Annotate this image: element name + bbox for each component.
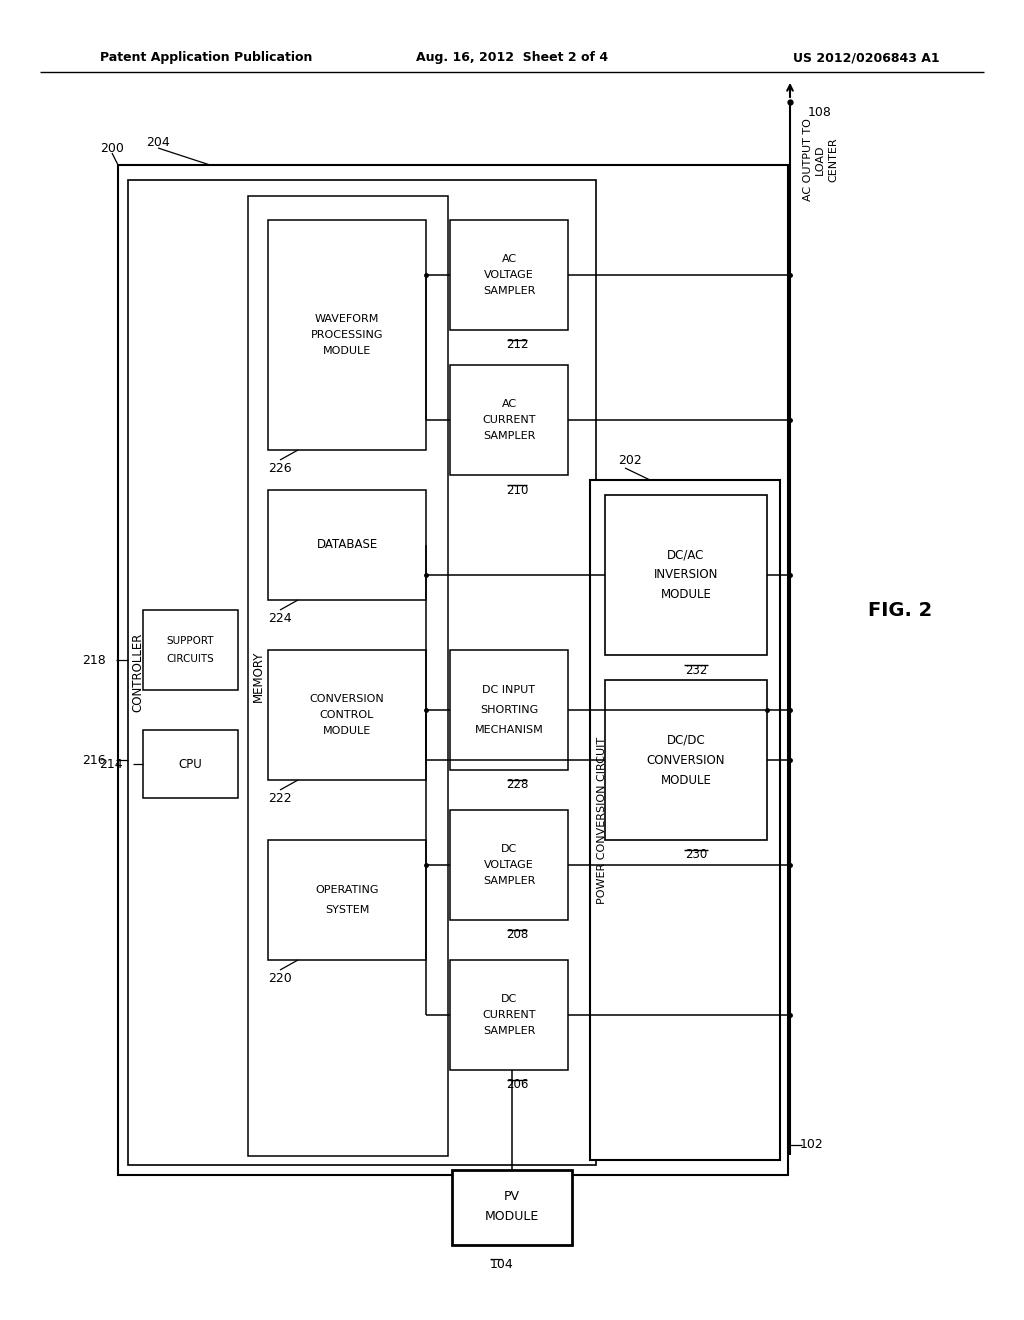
Bar <box>450 649 568 770</box>
Text: 228: 228 <box>506 779 528 792</box>
Text: DC: DC <box>501 994 517 1005</box>
Text: MODULE: MODULE <box>660 774 712 787</box>
Text: 202: 202 <box>618 454 642 466</box>
Text: CURRENT: CURRENT <box>482 414 536 425</box>
Text: FIG. 2: FIG. 2 <box>868 601 932 619</box>
Text: 216: 216 <box>82 754 106 767</box>
Text: Patent Application Publication: Patent Application Publication <box>100 51 312 65</box>
Text: 212: 212 <box>506 338 528 351</box>
Text: MEMORY: MEMORY <box>252 651 264 702</box>
Text: MODULE: MODULE <box>323 726 371 737</box>
Bar <box>268 649 426 780</box>
Text: PROCESSING: PROCESSING <box>310 330 383 341</box>
Text: DC INPUT: DC INPUT <box>482 685 536 696</box>
Text: US 2012/0206843 A1: US 2012/0206843 A1 <box>794 51 940 65</box>
Text: 204: 204 <box>146 136 170 149</box>
Bar <box>605 680 767 840</box>
Text: MODULE: MODULE <box>660 589 712 602</box>
Text: 220: 220 <box>268 972 292 985</box>
Text: 210: 210 <box>506 483 528 496</box>
Text: 208: 208 <box>506 928 528 941</box>
Bar <box>143 610 238 690</box>
Text: CONVERSION: CONVERSION <box>309 694 384 704</box>
Text: CENTER: CENTER <box>828 137 838 182</box>
Text: 214: 214 <box>99 758 123 771</box>
Text: Aug. 16, 2012  Sheet 2 of 4: Aug. 16, 2012 Sheet 2 of 4 <box>416 51 608 65</box>
Text: CPU: CPU <box>178 758 202 771</box>
Bar <box>450 810 568 920</box>
Text: OPERATING: OPERATING <box>315 884 379 895</box>
Text: CURRENT: CURRENT <box>482 1010 536 1020</box>
Text: SHORTING: SHORTING <box>480 705 539 715</box>
Text: CONTROL: CONTROL <box>319 710 374 719</box>
Text: AC: AC <box>502 399 516 409</box>
Text: SAMPLER: SAMPLER <box>482 876 536 886</box>
Text: AC OUTPUT TO: AC OUTPUT TO <box>803 119 813 202</box>
Bar <box>248 195 449 1156</box>
Bar <box>450 960 568 1071</box>
Bar <box>268 490 426 601</box>
Text: SAMPLER: SAMPLER <box>482 1026 536 1036</box>
Text: MODULE: MODULE <box>323 346 371 356</box>
Text: SYSTEM: SYSTEM <box>325 906 370 915</box>
Text: POWER CONVERSION CIRCUIT: POWER CONVERSION CIRCUIT <box>597 737 607 904</box>
Text: MODULE: MODULE <box>485 1210 539 1224</box>
Text: 230: 230 <box>685 849 708 862</box>
Text: 232: 232 <box>685 664 708 676</box>
Text: MECHANISM: MECHANISM <box>475 725 544 735</box>
Text: 218: 218 <box>82 653 106 667</box>
Bar <box>450 366 568 475</box>
Text: 102: 102 <box>800 1138 824 1151</box>
Bar <box>143 730 238 799</box>
Text: SAMPLER: SAMPLER <box>482 286 536 296</box>
Bar <box>452 1170 572 1245</box>
Text: WAVEFORM: WAVEFORM <box>314 314 379 323</box>
Text: 104: 104 <box>490 1258 514 1271</box>
Bar <box>128 180 596 1166</box>
Text: CONVERSION: CONVERSION <box>647 754 725 767</box>
Text: DC/DC: DC/DC <box>667 734 706 747</box>
Text: SAMPLER: SAMPLER <box>482 432 536 441</box>
Text: LOAD: LOAD <box>815 145 825 176</box>
Text: SUPPORT: SUPPORT <box>166 636 214 645</box>
Text: DATABASE: DATABASE <box>316 539 378 552</box>
Text: 226: 226 <box>268 462 292 474</box>
Text: 222: 222 <box>268 792 292 804</box>
Text: AC: AC <box>502 253 516 264</box>
Text: INVERSION: INVERSION <box>653 569 718 582</box>
Text: CIRCUITS: CIRCUITS <box>166 653 214 664</box>
Text: 224: 224 <box>268 611 292 624</box>
Text: VOLTAGE: VOLTAGE <box>484 861 534 870</box>
Bar <box>450 220 568 330</box>
Text: 200: 200 <box>100 141 124 154</box>
Bar <box>268 220 426 450</box>
Text: PV: PV <box>504 1191 520 1204</box>
Text: VOLTAGE: VOLTAGE <box>484 271 534 280</box>
Bar <box>590 480 780 1160</box>
Bar <box>605 495 767 655</box>
Text: CONTROLLER: CONTROLLER <box>131 632 144 711</box>
Text: 206: 206 <box>506 1078 528 1092</box>
Bar <box>118 165 788 1175</box>
Text: DC/AC: DC/AC <box>668 549 705 561</box>
Bar <box>268 840 426 960</box>
Text: 108: 108 <box>808 106 831 119</box>
Text: DC: DC <box>501 843 517 854</box>
